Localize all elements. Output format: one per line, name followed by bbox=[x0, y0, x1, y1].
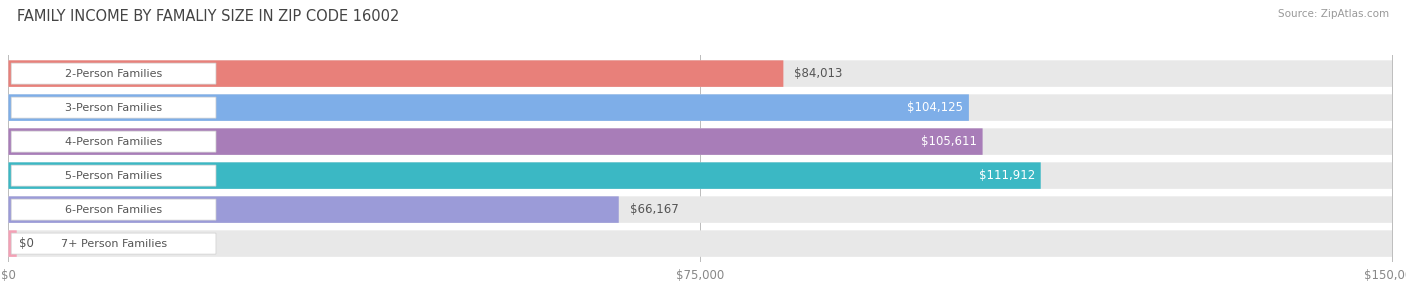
Text: 2-Person Families: 2-Person Families bbox=[65, 69, 162, 79]
Text: $105,611: $105,611 bbox=[921, 135, 977, 148]
FancyBboxPatch shape bbox=[8, 196, 1392, 223]
Text: FAMILY INCOME BY FAMALIY SIZE IN ZIP CODE 16002: FAMILY INCOME BY FAMALIY SIZE IN ZIP COD… bbox=[17, 9, 399, 24]
Text: 7+ Person Families: 7+ Person Families bbox=[60, 239, 167, 249]
FancyBboxPatch shape bbox=[8, 162, 1392, 189]
Text: Source: ZipAtlas.com: Source: ZipAtlas.com bbox=[1278, 9, 1389, 19]
FancyBboxPatch shape bbox=[8, 230, 17, 257]
Text: 4-Person Families: 4-Person Families bbox=[65, 137, 162, 147]
Text: $111,912: $111,912 bbox=[979, 169, 1035, 182]
FancyBboxPatch shape bbox=[8, 230, 1392, 257]
FancyBboxPatch shape bbox=[8, 94, 969, 121]
FancyBboxPatch shape bbox=[8, 128, 1392, 155]
Text: $0: $0 bbox=[20, 237, 34, 250]
FancyBboxPatch shape bbox=[8, 196, 619, 223]
Text: 5-Person Families: 5-Person Families bbox=[65, 170, 162, 181]
FancyBboxPatch shape bbox=[8, 60, 1392, 87]
Text: $104,125: $104,125 bbox=[907, 101, 963, 114]
FancyBboxPatch shape bbox=[11, 97, 217, 118]
FancyBboxPatch shape bbox=[11, 63, 217, 84]
Text: 3-Person Families: 3-Person Families bbox=[65, 102, 162, 113]
Text: $66,167: $66,167 bbox=[630, 203, 679, 216]
FancyBboxPatch shape bbox=[8, 94, 1392, 121]
Text: 6-Person Families: 6-Person Families bbox=[65, 205, 162, 215]
FancyBboxPatch shape bbox=[8, 128, 983, 155]
FancyBboxPatch shape bbox=[8, 60, 783, 87]
FancyBboxPatch shape bbox=[11, 199, 217, 220]
Text: $84,013: $84,013 bbox=[794, 67, 842, 80]
FancyBboxPatch shape bbox=[11, 131, 217, 152]
FancyBboxPatch shape bbox=[11, 233, 217, 254]
FancyBboxPatch shape bbox=[11, 165, 217, 186]
FancyBboxPatch shape bbox=[8, 162, 1040, 189]
